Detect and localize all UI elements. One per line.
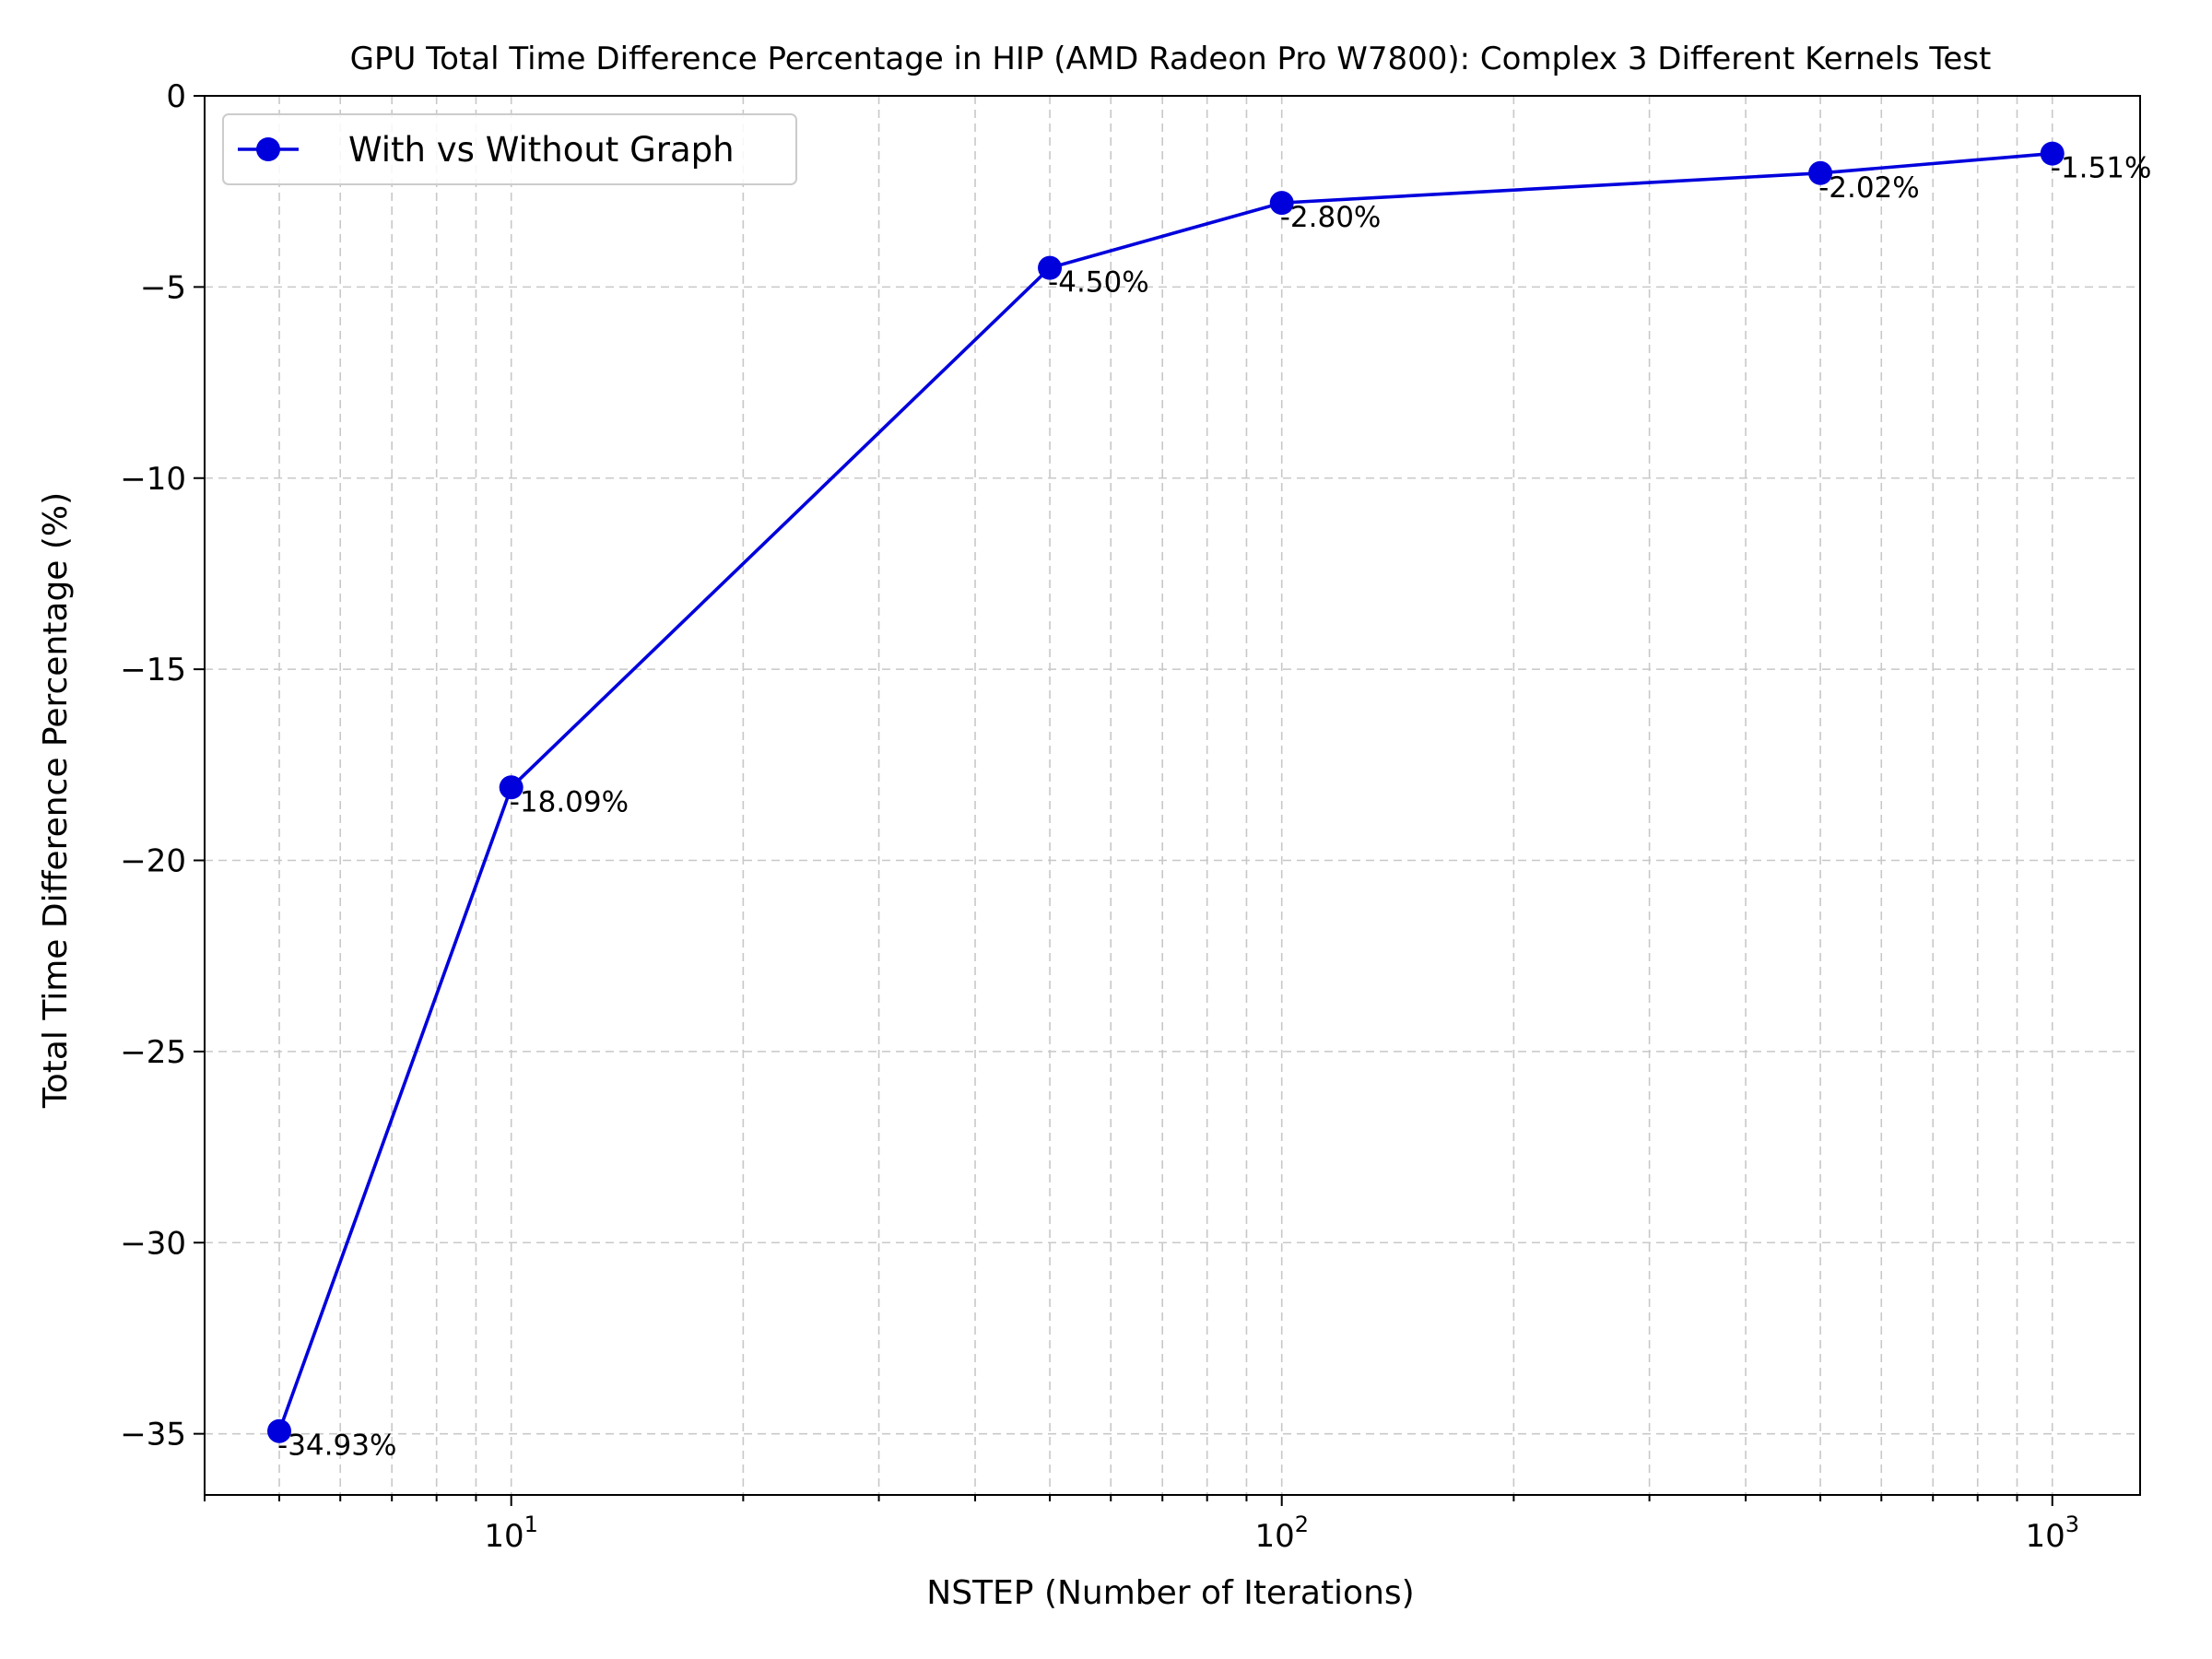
grid <box>204 95 2140 1495</box>
y-tick-label: −35 <box>120 1417 186 1453</box>
data-label: -2.80% <box>1280 201 1382 234</box>
y-tick-label: −20 <box>120 843 186 880</box>
y-tick-label: −25 <box>120 1034 186 1071</box>
data-point <box>1808 160 1833 185</box>
data-point <box>1038 255 1063 280</box>
y-tick-label: −5 <box>140 269 186 306</box>
x-tick-label: 103 <box>2025 1512 2079 1555</box>
legend-box <box>222 113 797 185</box>
legend: With vs Without Graph <box>222 113 797 185</box>
data-point <box>499 775 524 800</box>
legend-marker <box>256 137 280 161</box>
x-tick-label: 101 <box>484 1512 538 1555</box>
data-point <box>1269 191 1294 216</box>
data-point <box>267 1418 292 1443</box>
chart-title: GPU Total Time Difference Percentage in … <box>350 41 1992 77</box>
y-tick-label: −30 <box>120 1225 186 1262</box>
series <box>267 141 2065 1443</box>
data-label: -34.93% <box>277 1430 396 1463</box>
data-point <box>2040 141 2065 166</box>
data-label: -18.09% <box>510 785 629 818</box>
plot-frame <box>204 95 2141 1496</box>
y-tick-label: 0 <box>166 78 186 115</box>
axes: 0 −5 −10 −15 −20 −25 −30 −35 101 102 103 <box>120 78 2141 1555</box>
data-labels: -34.93% -18.09% -4.50% -2.80% -2.02% -1.51% <box>277 152 2151 1463</box>
x-axis-label: NSTEP (Number of Iterations) <box>926 1574 1414 1612</box>
y-tick-label: −10 <box>120 461 186 498</box>
data-label: -1.51% <box>2051 152 2152 185</box>
data-label: -4.50% <box>1048 266 1149 300</box>
y-axis-label: Total Time Difference Percentage (%) <box>37 492 75 1109</box>
y-tick-label: −15 <box>120 652 186 688</box>
legend-label: With vs Without Graph <box>348 130 735 170</box>
data-label: -2.02% <box>1818 171 1920 205</box>
x-tick-label: 102 <box>1254 1512 1309 1555</box>
series-line <box>277 151 2053 1432</box>
